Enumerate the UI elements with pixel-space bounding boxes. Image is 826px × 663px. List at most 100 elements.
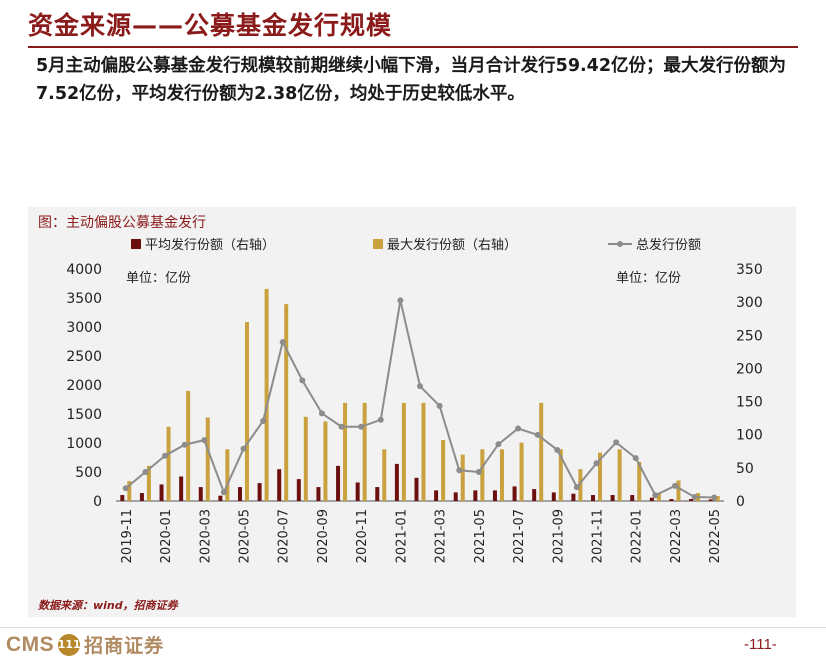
total-point xyxy=(397,297,404,304)
avg-bar xyxy=(179,476,184,501)
total-point xyxy=(632,455,639,462)
avg-bar xyxy=(414,477,419,501)
total-point xyxy=(652,492,659,499)
max-bar xyxy=(421,402,426,501)
total-point xyxy=(240,445,247,452)
total-point xyxy=(122,485,129,492)
x-axis-tick: 2021-07 xyxy=(512,509,527,563)
x-axis-tick: 2022-01 xyxy=(630,509,645,563)
avg-bar xyxy=(139,493,144,501)
x-axis-tick: 2022-03 xyxy=(669,509,684,563)
x-axis-tick: 2020-03 xyxy=(198,509,213,563)
right-unit-label: 单位：亿份 xyxy=(616,271,681,286)
max-bar xyxy=(715,496,720,501)
total-point xyxy=(711,494,718,501)
right-axis-tick: 200 xyxy=(736,361,763,377)
company-logo: CMS 111 招商证券 xyxy=(6,631,164,658)
total-point xyxy=(220,489,227,496)
x-axis-tick: 2020-07 xyxy=(277,509,292,563)
max-bar xyxy=(558,449,563,501)
avg-bar xyxy=(120,495,125,501)
avg-bar xyxy=(708,499,713,501)
total-point xyxy=(475,469,482,475)
max-bar xyxy=(343,402,348,501)
max-bar xyxy=(264,288,269,501)
x-axis-tick: 2022-05 xyxy=(708,509,723,563)
avg-bar xyxy=(669,499,674,501)
left-unit-label: 单位：亿份 xyxy=(126,271,191,286)
total-point xyxy=(279,339,286,346)
left-axis-tick: 500 xyxy=(75,465,102,481)
total-point xyxy=(593,460,600,467)
total-line xyxy=(125,300,715,499)
total-point xyxy=(456,467,463,474)
right-axis-tick: 50 xyxy=(736,461,754,477)
right-axis-tick: 250 xyxy=(736,328,763,344)
left-axis-tick: 2500 xyxy=(66,349,102,365)
total-point xyxy=(671,482,678,489)
max-bar xyxy=(205,417,210,501)
max-bar xyxy=(146,465,151,501)
avg-bar xyxy=(218,495,223,501)
total-point xyxy=(299,377,306,384)
data-source: 数据来源：wind，招商证券 xyxy=(38,599,178,612)
total-point xyxy=(436,402,443,409)
avg-bar xyxy=(296,479,301,501)
legend-max-swatch xyxy=(373,239,383,249)
avg-bar xyxy=(532,489,537,501)
max-bar xyxy=(323,421,328,501)
total-point xyxy=(613,439,620,446)
max-bar xyxy=(186,390,191,501)
max-bar xyxy=(617,449,622,501)
max-bar xyxy=(166,426,171,501)
avg-bar xyxy=(394,463,399,501)
max-bar xyxy=(480,449,485,501)
x-axis-tick: 2021-09 xyxy=(551,509,566,563)
left-axis-tick: 0 xyxy=(93,494,102,510)
x-axis-tick: 2020-01 xyxy=(159,509,174,563)
max-bar xyxy=(244,322,249,501)
legend-avg-label: 平均发行份额（右轴） xyxy=(145,237,275,253)
avg-bar xyxy=(237,487,242,501)
chart-title: 图：主动偏股公募基金发行 xyxy=(38,214,206,231)
max-bar xyxy=(539,402,544,501)
avg-bar xyxy=(453,492,458,501)
total-point xyxy=(417,383,423,390)
max-bar xyxy=(382,449,387,501)
x-axis-tick: 2020-09 xyxy=(316,509,331,563)
x-axis-tick: 2021-11 xyxy=(591,509,606,563)
total-point xyxy=(573,484,580,491)
avg-bar xyxy=(649,497,654,501)
max-bar xyxy=(127,481,132,501)
total-point xyxy=(554,446,561,453)
page-title: 资金来源——公募基金发行规模 xyxy=(28,11,393,40)
x-axis-tick: 2019-11 xyxy=(120,509,135,563)
max-bar xyxy=(362,402,367,501)
total-point xyxy=(358,423,365,430)
avg-bar xyxy=(355,482,360,501)
max-bar xyxy=(225,449,230,501)
right-axis-tick: 350 xyxy=(736,262,763,278)
total-point xyxy=(142,469,149,475)
left-axis-tick: 3500 xyxy=(66,291,102,307)
max-bar xyxy=(499,449,504,501)
max-bar xyxy=(676,480,681,501)
right-axis-tick: 0 xyxy=(736,494,745,510)
avg-bar xyxy=(434,490,439,501)
avg-bar xyxy=(257,483,262,501)
avg-bar xyxy=(336,465,341,501)
logo-badge-icon: 111 xyxy=(58,633,81,656)
legend-total-label: 总发行份额 xyxy=(636,237,701,253)
right-axis-tick: 150 xyxy=(736,395,763,411)
max-bar xyxy=(460,454,465,501)
total-point xyxy=(377,416,384,423)
total-point xyxy=(318,410,325,417)
total-point xyxy=(260,417,267,424)
legend-avg-swatch xyxy=(131,239,141,249)
legend-max-label: 最大发行份额（右轴） xyxy=(387,237,517,253)
x-axis-tick: 2020-11 xyxy=(355,509,370,563)
chart-panel: 图：主动偏股公募基金发行平均发行份额（右轴） 最大发行份额（右轴） 总发行份额单位：… xyxy=(28,207,796,617)
avg-bar xyxy=(492,490,497,501)
avg-bar xyxy=(159,484,164,501)
max-bar xyxy=(656,493,661,501)
